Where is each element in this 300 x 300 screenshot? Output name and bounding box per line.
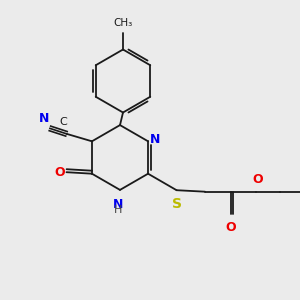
- Text: CH₃: CH₃: [113, 18, 133, 28]
- Text: C: C: [60, 117, 67, 127]
- Text: N: N: [39, 112, 50, 125]
- Text: O: O: [252, 173, 263, 186]
- Text: N: N: [113, 198, 124, 211]
- Text: S: S: [172, 197, 182, 211]
- Text: H: H: [114, 205, 123, 215]
- Text: O: O: [55, 166, 65, 179]
- Text: N: N: [150, 133, 161, 146]
- Text: O: O: [225, 221, 236, 234]
